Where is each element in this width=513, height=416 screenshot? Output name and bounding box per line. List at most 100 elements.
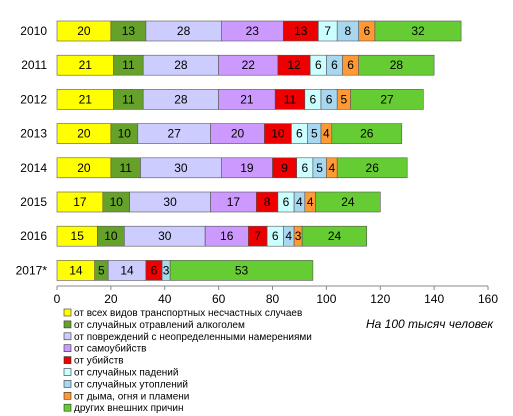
data-label: 6	[315, 58, 322, 72]
data-label: 28	[177, 24, 191, 38]
y-tick-label: 2010	[20, 24, 47, 38]
legend-swatch	[63, 332, 72, 341]
data-label: 32	[411, 24, 425, 38]
bar-segment	[331, 123, 403, 144]
x-tick-label: 60	[212, 292, 226, 306]
data-label: 17	[73, 195, 87, 209]
data-label: 21	[79, 92, 93, 106]
x-tick-label: 100	[316, 292, 336, 306]
data-label: 9	[281, 161, 288, 175]
y-tick-label: 2017*	[16, 263, 48, 277]
legend-label: от всех видов транспортных несчастных сл…	[74, 308, 302, 319]
data-label: 5	[98, 263, 105, 277]
legend-label: от случайных отравлений алкоголем	[74, 320, 245, 331]
data-label: 20	[231, 127, 245, 141]
data-label: 4	[307, 195, 314, 209]
data-label: 10	[271, 127, 285, 141]
data-label: 26	[366, 161, 380, 175]
bar-segment	[301, 225, 368, 247]
data-label: 28	[390, 58, 404, 72]
legend-swatch	[63, 368, 72, 376]
data-label: 27	[380, 92, 394, 106]
data-label: 28	[174, 58, 188, 72]
data-label: 23	[246, 24, 260, 38]
data-label: 27	[168, 127, 182, 141]
data-label: 19	[240, 161, 254, 175]
data-label: 3	[295, 229, 302, 243]
legend-swatch	[63, 403, 72, 412]
bar-segment	[350, 89, 424, 110]
data-label: 30	[158, 229, 172, 243]
data-label: 3	[163, 263, 170, 277]
data-label: 10	[110, 195, 124, 209]
legend-swatch	[63, 356, 72, 364]
bar-segment	[315, 191, 381, 213]
data-label: 6	[331, 58, 338, 72]
data-label: 10	[118, 127, 132, 141]
data-label: 6	[151, 263, 158, 277]
data-label: 6	[272, 229, 279, 243]
y-tick-label: 2016	[20, 229, 47, 243]
data-label: 14	[120, 263, 134, 277]
data-label: 4	[296, 195, 303, 209]
legend-swatch	[63, 380, 72, 388]
legend-swatch	[63, 391, 72, 400]
data-label: 30	[174, 161, 188, 175]
data-label: 11	[284, 92, 297, 106]
data-label: 6	[296, 127, 303, 141]
data-label: 14	[69, 263, 83, 277]
data-label: 13	[294, 24, 308, 38]
legend-label: других внешних причин	[74, 403, 183, 414]
y-tick-label: 2014	[20, 161, 47, 175]
data-label: 5	[316, 161, 323, 175]
bar-segment	[336, 157, 408, 179]
x-tick-label: 0	[54, 292, 61, 306]
x-tick-label: 120	[370, 292, 390, 306]
legend: от всех видов транспортных несчастных сл…	[63, 308, 312, 414]
data-label: 4	[323, 127, 330, 141]
bar-segment	[374, 20, 462, 42]
y-tick-label: 2013	[20, 127, 47, 141]
x-axis: 0 20 40 60 80 100 120 140 160	[54, 285, 498, 306]
units-annotation: На 100 тысяч человек	[366, 317, 494, 331]
legend-label: от повреждений с неопределенными намерен…	[74, 332, 312, 343]
data-label: 5	[311, 127, 318, 141]
y-tick-label: 2012	[20, 92, 47, 106]
x-tick-label: 140	[424, 292, 444, 306]
data-label: 8	[345, 24, 352, 38]
data-label: 13	[122, 24, 136, 38]
data-label: 8	[264, 195, 271, 209]
data-label: 4	[328, 161, 335, 175]
data-label: 26	[360, 127, 374, 141]
data-label: 30	[163, 195, 177, 209]
data-label: 4	[285, 229, 292, 243]
data-label: 24	[328, 229, 342, 243]
data-label: 17	[227, 195, 241, 209]
y-tick-label: 2015	[20, 195, 47, 209]
legend-label: от дыма, огня и пламени	[74, 391, 189, 402]
legend-label: от случайных падений	[74, 368, 178, 379]
bar-segment	[169, 260, 314, 281]
data-label: 12	[287, 58, 301, 72]
data-label: 11	[122, 58, 135, 72]
data-label: 20	[77, 127, 91, 141]
data-label: 7	[254, 229, 261, 243]
data-label: 7	[324, 24, 331, 38]
data-label: 11	[119, 161, 132, 175]
x-tick-label: 20	[104, 292, 118, 306]
data-label: 6	[363, 24, 370, 38]
x-tick-label: 40	[158, 292, 172, 306]
data-label: 24	[341, 195, 355, 209]
data-label: 28	[174, 92, 188, 106]
legend-label: от случайных утоплений	[74, 379, 188, 390]
data-label: 16	[220, 229, 234, 243]
data-label: 5	[341, 92, 348, 106]
data-label: 6	[347, 58, 354, 72]
x-tick-label: 160	[478, 292, 498, 306]
legend-swatch	[63, 320, 72, 329]
data-label: 20	[77, 161, 91, 175]
data-label: 21	[79, 58, 93, 72]
